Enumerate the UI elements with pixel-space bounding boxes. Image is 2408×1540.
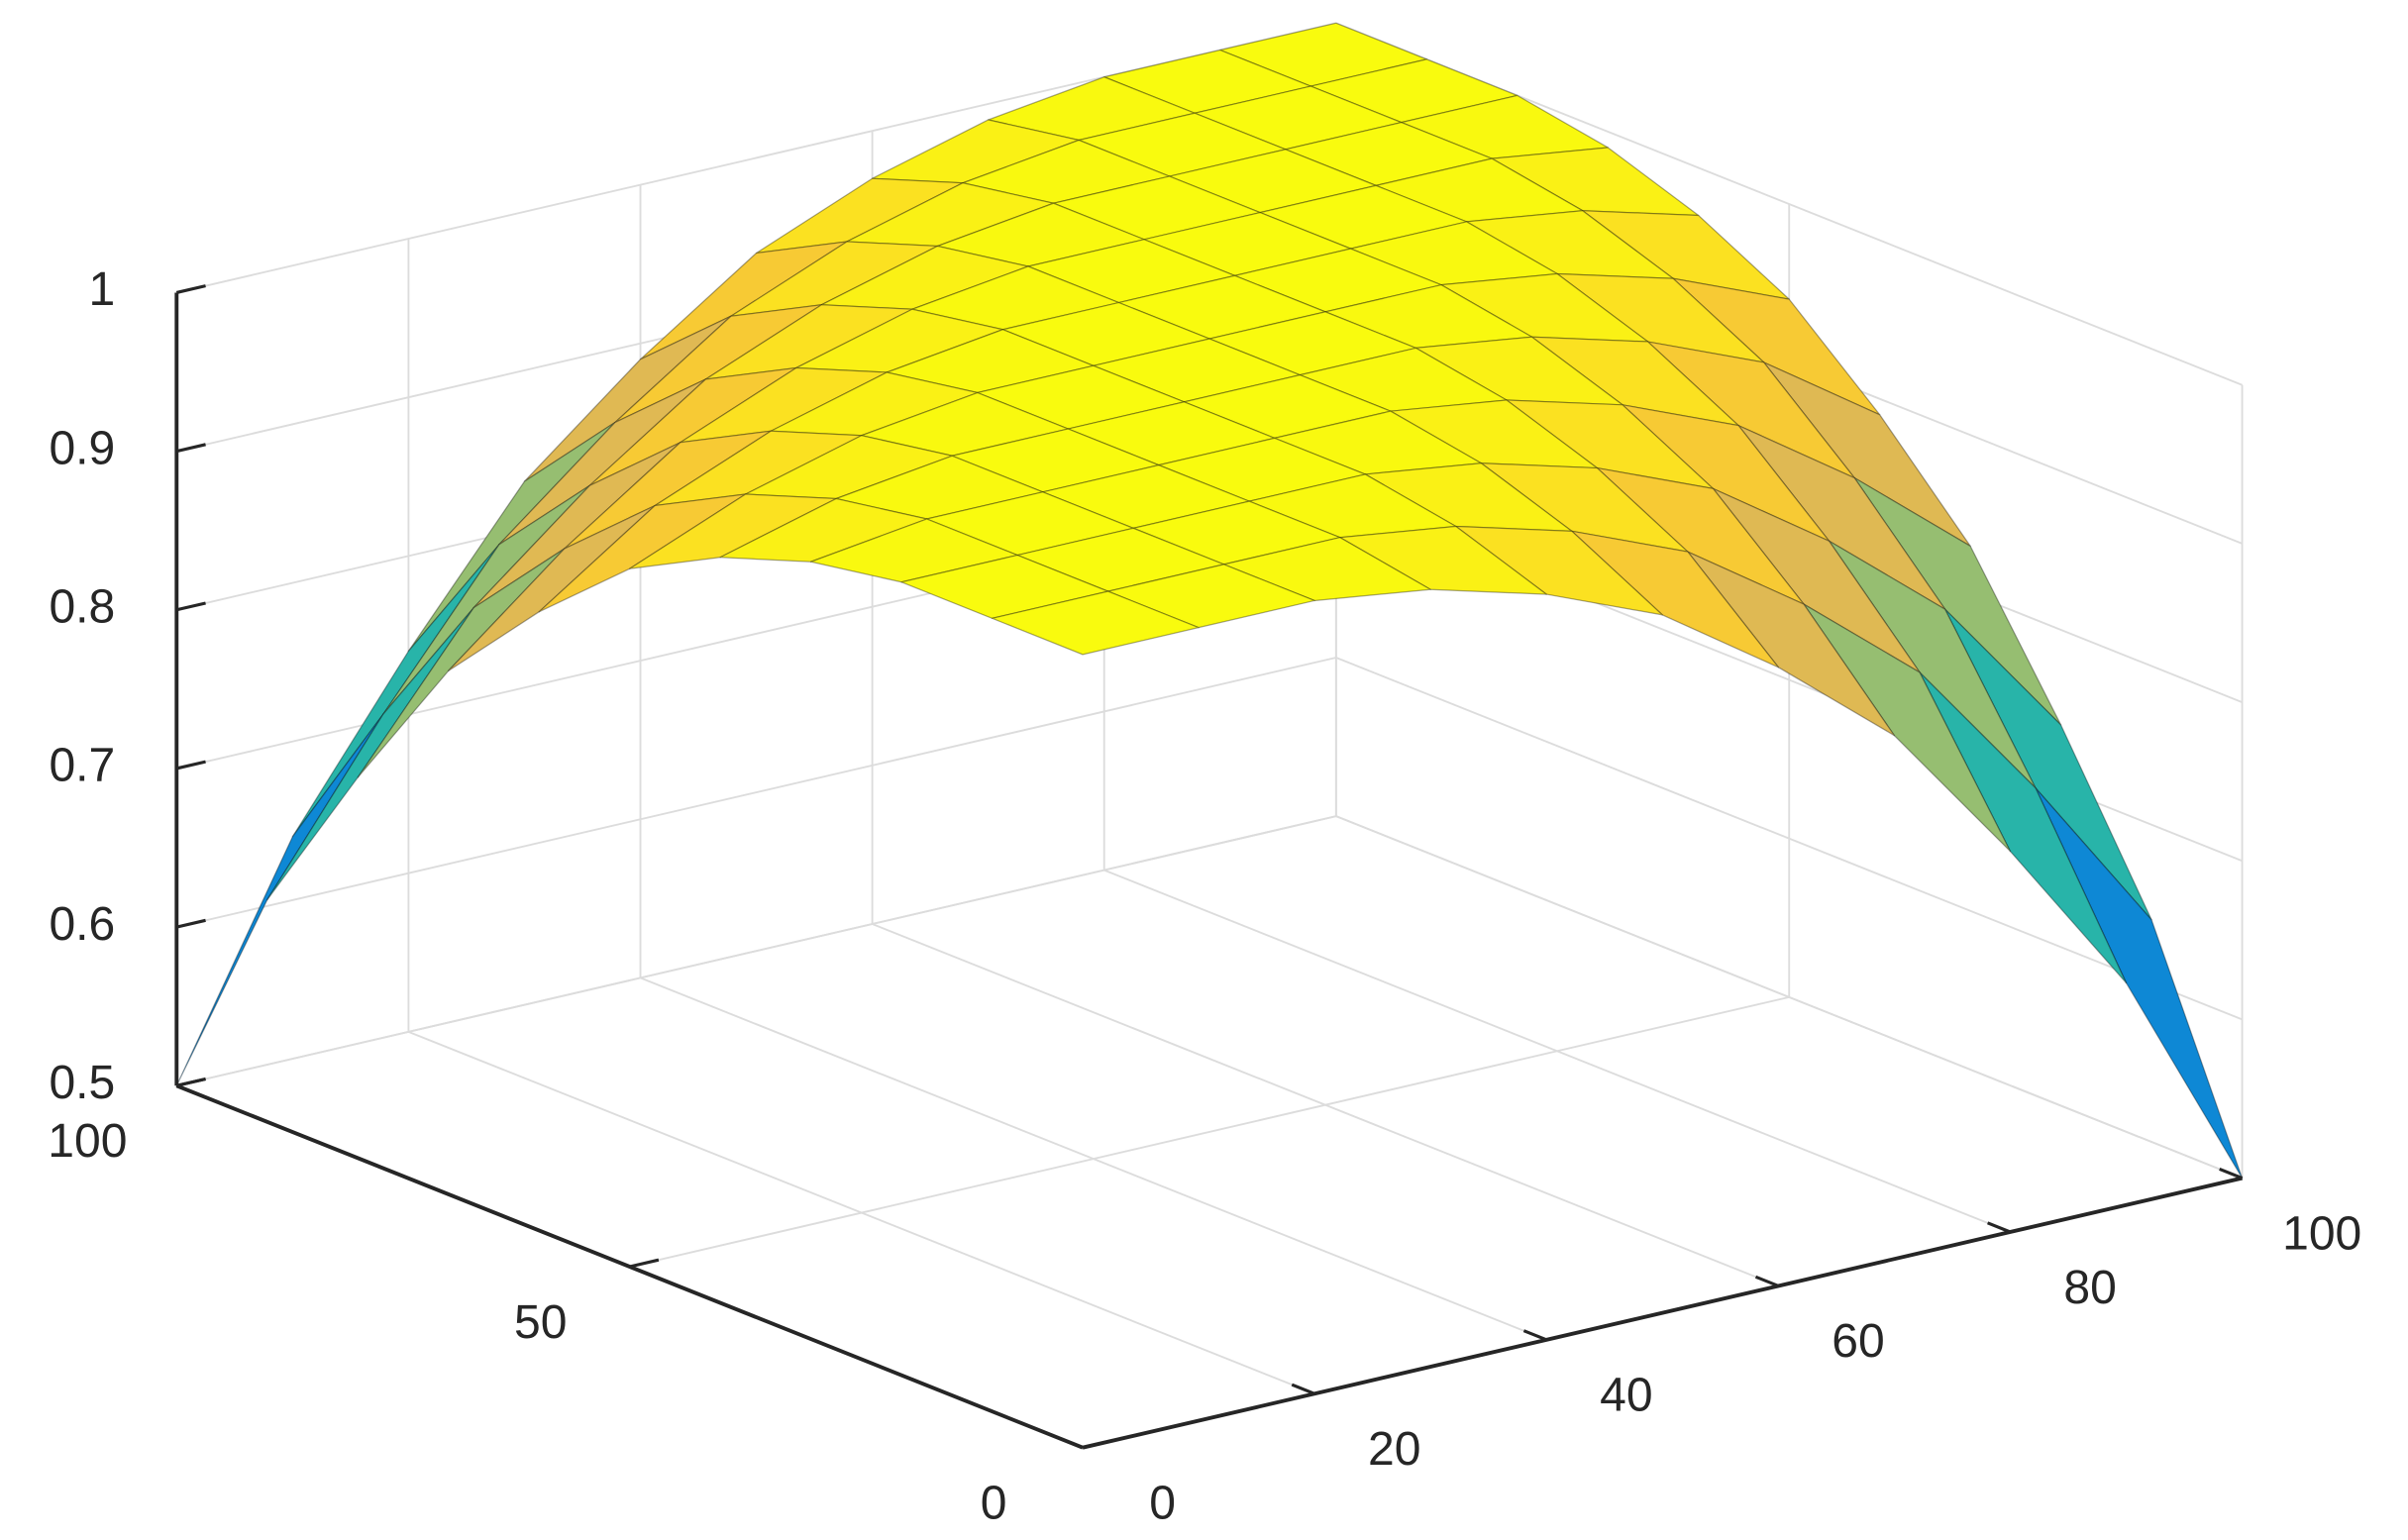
surface-patch xyxy=(730,241,939,317)
grid-line xyxy=(176,815,1337,1087)
grid-line xyxy=(176,657,1337,929)
grid-line xyxy=(629,995,1790,1268)
surface-patch xyxy=(1169,149,1377,214)
surface-patch xyxy=(1530,336,1739,427)
surface-patch xyxy=(1309,58,1518,124)
tick-mark xyxy=(175,601,206,612)
tick-mark xyxy=(1291,1383,1315,1395)
surface-patch xyxy=(1052,175,1261,241)
tick-mark xyxy=(1522,1329,1547,1342)
z-tick-label: 0.8 xyxy=(49,579,115,633)
tick-mark xyxy=(1754,1275,1779,1287)
tick-mark xyxy=(629,1258,660,1269)
surface-patch xyxy=(1506,399,1715,490)
z-tick-label: 0.9 xyxy=(49,421,115,474)
surface-patch xyxy=(1143,211,1352,276)
tick-mark xyxy=(175,284,206,294)
tick-mark xyxy=(175,1077,206,1087)
surface-patch xyxy=(962,139,1171,204)
z-tick-label: 0.7 xyxy=(49,739,115,792)
surface-patch xyxy=(1324,284,1533,350)
surface-patch xyxy=(1219,22,1427,87)
surface-patch xyxy=(1480,462,1689,553)
surface-patch xyxy=(991,590,1200,656)
tick-mark xyxy=(1082,1439,1112,1450)
y-tick-label: 50 xyxy=(514,1295,567,1349)
x-tick-label: 40 xyxy=(1600,1369,1652,1422)
tick-mark xyxy=(175,443,206,454)
surface-patch xyxy=(872,119,1080,184)
grid-line xyxy=(1335,815,2243,1180)
y-tick-label: 0 xyxy=(981,1476,1007,1529)
surface-patch xyxy=(1285,122,1493,186)
z-tick-label: 0.6 xyxy=(49,897,115,951)
surface-patch xyxy=(1299,347,1508,412)
surface-patch xyxy=(1117,274,1326,340)
tick-mark xyxy=(1987,1221,2012,1234)
surface-patch xyxy=(704,304,913,380)
surface-patch xyxy=(680,366,888,444)
grid-line xyxy=(1335,657,2243,1021)
x-tick-label: 60 xyxy=(1832,1314,1884,1368)
tick-mark xyxy=(2219,1167,2244,1181)
surface-patch xyxy=(1349,221,1558,286)
x-tick-label: 80 xyxy=(2063,1261,2116,1314)
surface-patch xyxy=(1078,112,1287,177)
surface-patch xyxy=(719,497,928,563)
surface-patch xyxy=(1001,301,1210,366)
axis-line xyxy=(1082,1176,2244,1450)
x-tick-label: 20 xyxy=(1368,1422,1420,1476)
surface-patch xyxy=(1103,49,1311,114)
y-tick-label: 100 xyxy=(48,1114,127,1168)
surface-patch xyxy=(175,713,384,1086)
surface-patch xyxy=(1455,525,1663,616)
surface-patch xyxy=(1259,184,1468,250)
x-tick-label: 0 xyxy=(1149,1476,1176,1529)
z-tick-label: 0.5 xyxy=(49,1056,115,1109)
surface-patch xyxy=(886,329,1095,394)
surface-patch xyxy=(1208,311,1417,376)
surface-patch xyxy=(1339,525,1547,595)
surface-patch xyxy=(1233,248,1442,313)
surface-patch xyxy=(1027,239,1236,304)
surface-patch xyxy=(755,177,964,255)
surface-patch xyxy=(1194,85,1403,151)
z-tick-label: 1 xyxy=(89,262,116,316)
tick-mark xyxy=(175,918,206,929)
surface-patch xyxy=(936,202,1145,267)
tick-mark xyxy=(175,760,206,770)
tick-mark xyxy=(1059,1437,1084,1450)
surface-patch xyxy=(988,76,1196,142)
surface-patch xyxy=(1093,338,1302,403)
surface-patch xyxy=(911,265,1120,331)
x-tick-label: 100 xyxy=(2282,1206,2361,1260)
surface-patch xyxy=(1375,157,1584,223)
